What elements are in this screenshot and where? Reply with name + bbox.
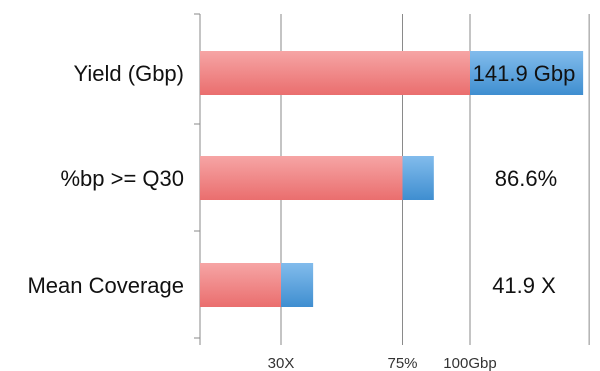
bar-segment-2-1 xyxy=(281,263,314,307)
labels: 30X 75% 100Gbp Yield (Gbp) 141.9 Gbp %bp >= Q… xyxy=(27,61,575,371)
tick-label: 75% xyxy=(387,355,417,371)
bar-segment-2-0 xyxy=(200,263,281,307)
category-label: Yield (Gbp) xyxy=(74,61,184,86)
value-label: 86.6% xyxy=(495,166,557,191)
bars xyxy=(200,51,584,307)
bar-segment-1-1 xyxy=(402,156,434,200)
value-label: 141.9 Gbp xyxy=(473,61,576,86)
value-label: 41.9 X xyxy=(492,273,556,298)
tick-label: 100Gbp xyxy=(443,355,496,371)
category-label: Mean Coverage xyxy=(27,273,184,298)
category-label: %bp >= Q30 xyxy=(60,166,184,191)
y-axis xyxy=(194,13,201,345)
bar-segment-0-0 xyxy=(200,51,470,95)
tick-label: 30X xyxy=(268,355,295,371)
bar-segment-1-0 xyxy=(200,156,403,200)
bar-segment-0-1 xyxy=(470,51,584,95)
